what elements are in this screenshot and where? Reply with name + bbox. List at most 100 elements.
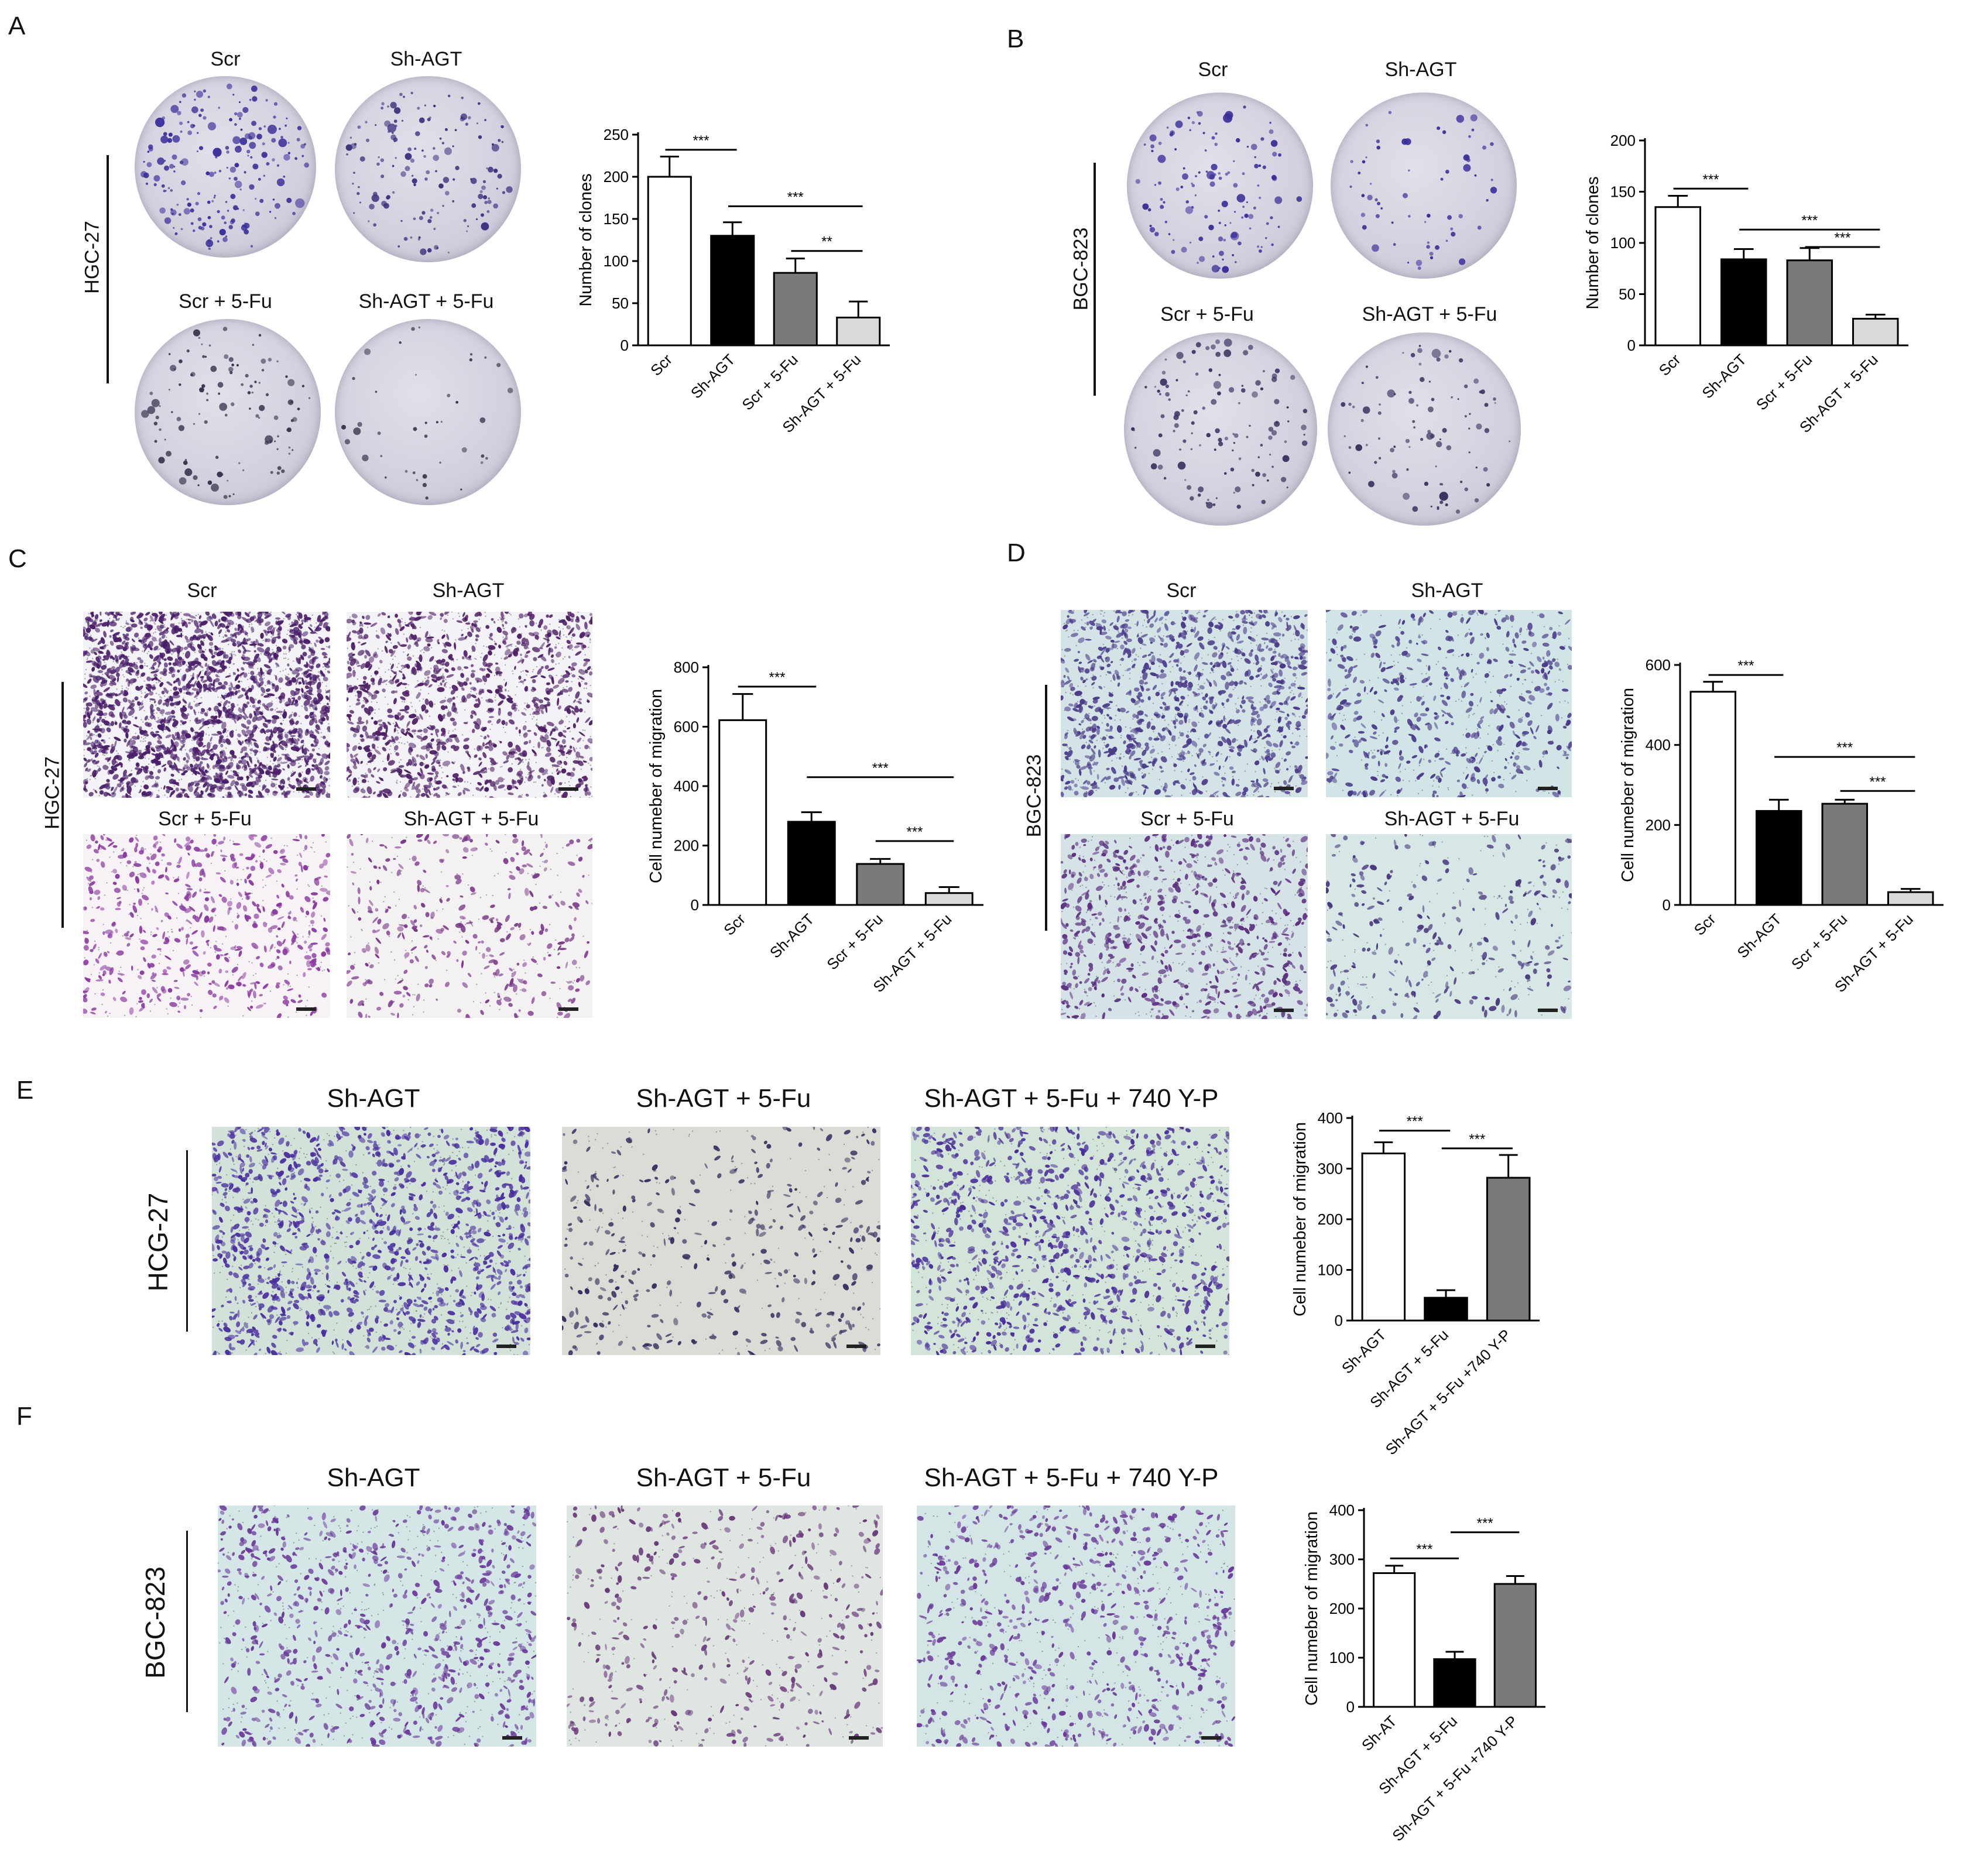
migration-image-c-scr	[83, 612, 330, 798]
y-axis-label: Cell numeber of migration	[647, 689, 666, 883]
scale-bar	[1195, 1345, 1215, 1348]
bar	[787, 821, 836, 906]
bar	[1493, 1583, 1537, 1708]
x-tick-label: Scr + 5-Fu	[1753, 351, 1816, 414]
x-tick-label: Scr + 5-Fu	[823, 910, 886, 973]
panel-e-cond-2: Sh-AGT + 5-Fu	[636, 1084, 811, 1113]
migration-image-f-shagt-5fu-740yp	[917, 1506, 1235, 1747]
y-axis-label: Cell numeber of migration	[1303, 1511, 1321, 1706]
migration-image-f-shagt	[218, 1506, 536, 1747]
scale-bar	[849, 1736, 869, 1740]
x-tick-label: Scr	[647, 351, 676, 379]
x-tick-label: Scr	[1691, 910, 1719, 939]
panel-a-cond-3: Scr + 5-Fu	[179, 290, 272, 313]
cell-texture	[83, 612, 330, 798]
colony-dish-b-shagt	[1331, 92, 1517, 279]
bar	[924, 892, 974, 906]
panel-c-cond-3: Scr + 5-Fu	[158, 808, 252, 830]
panel-b-label: B	[1007, 25, 1024, 53]
cell-texture	[218, 1506, 536, 1747]
cell-texture	[1061, 610, 1308, 797]
significance-label: ***	[693, 133, 709, 149]
colony-dish-b-scr-5fu	[1124, 332, 1317, 526]
y-tick-label: 400	[674, 777, 699, 795]
bar	[1821, 803, 1868, 906]
cell-texture	[347, 612, 592, 798]
y-tick-label: 50	[612, 294, 629, 312]
bar	[1433, 1658, 1476, 1708]
y-tick-label: 100	[1610, 234, 1636, 252]
y-axis-label: Number of clones	[1583, 176, 1602, 309]
y-tick-label: 0	[1627, 337, 1636, 354]
panel-a-cond-4: Sh-AGT + 5-Fu	[358, 290, 494, 313]
x-tick-label: Scr	[1655, 351, 1684, 379]
bar	[1756, 810, 1802, 906]
scale-bar	[846, 1345, 866, 1348]
panel-d-row-bracket	[1045, 685, 1047, 931]
scale-bar	[1538, 787, 1558, 790]
scale-bar	[1538, 1009, 1558, 1012]
scale-bar	[502, 1736, 522, 1740]
panel-d-label: D	[1007, 539, 1026, 567]
y-tick-label: 300	[1318, 1160, 1343, 1178]
bar	[718, 719, 767, 906]
panel-d-cond-2: Sh-AGT	[1411, 579, 1483, 602]
scale-bar	[558, 787, 578, 791]
colony-texture	[1131, 338, 1308, 509]
y-tick-label: 300	[1329, 1551, 1355, 1568]
panel-a-cell-line: HGC-27	[81, 221, 104, 294]
x-tick-label: Sh-AGT	[1733, 910, 1785, 962]
cell-texture	[917, 1506, 1235, 1747]
scale-bar	[1201, 1736, 1221, 1740]
significance-label: ***	[769, 670, 785, 685]
cell-texture	[1061, 834, 1308, 1019]
colony-dish-a-shagt	[335, 76, 521, 262]
scale-bar	[558, 1007, 578, 1011]
colony-texture	[141, 327, 311, 499]
bar	[1424, 1297, 1468, 1322]
scale-bar	[1274, 787, 1294, 790]
y-tick-label: 400	[1646, 736, 1671, 754]
panel-e-cond-1: Sh-AGT	[327, 1084, 420, 1113]
y-tick-label: 250	[604, 126, 629, 143]
panel-b-cond-1: Scr	[1198, 59, 1228, 81]
x-tick-label: Sh-AGT	[687, 351, 739, 402]
y-axis-label: Cell numeber of migration	[1291, 1122, 1310, 1316]
y-tick-label: 400	[1318, 1109, 1343, 1127]
panel-a-cond-1: Scr	[210, 48, 241, 70]
y-tick-label: 0	[1663, 896, 1671, 914]
y-tick-label: 150	[1610, 183, 1636, 201]
significance-label: ***	[872, 760, 889, 776]
significance-label: ***	[1834, 230, 1850, 246]
panel-f-cond-1: Sh-AGT	[327, 1463, 420, 1492]
chart-a: 0 50 100 150 200 250 Number of clones Scr Sh-AGT…	[577, 126, 890, 436]
cell-texture	[1326, 610, 1572, 797]
panel-b-row-bracket	[1094, 163, 1096, 396]
y-tick-label: 400	[1329, 1501, 1355, 1519]
cell-texture	[911, 1127, 1229, 1355]
bar	[1887, 891, 1934, 906]
y-tick-label: 200	[1329, 1600, 1355, 1617]
scale-bar	[296, 1007, 316, 1011]
panel-f-label: F	[16, 1402, 32, 1431]
migration-image-d-scr	[1061, 610, 1308, 797]
migration-image-d-shagt-5fu	[1326, 834, 1572, 1019]
colony-dish-a-shagt-5fu	[335, 319, 521, 505]
migration-image-c-shagt-5fu	[347, 834, 592, 1018]
bar	[1786, 259, 1833, 347]
significance-label: ***	[1836, 740, 1853, 756]
panel-b-cond-2: Sh-AGT	[1384, 59, 1457, 81]
bar	[856, 863, 905, 906]
panel-c-cond-4: Sh-AGT + 5-Fu	[403, 808, 539, 830]
bar	[647, 176, 692, 347]
cell-texture	[562, 1127, 880, 1355]
x-tick-label: Sh-AGT	[1338, 1326, 1390, 1377]
panel-b-cell-line: BGC-823	[1070, 227, 1092, 311]
y-tick-label: 50	[1619, 286, 1636, 303]
colony-texture	[1349, 111, 1497, 270]
panel-c-row-bracket	[61, 682, 64, 928]
migration-image-f-shagt-5fu	[567, 1506, 883, 1747]
colony-dish-a-scr	[135, 76, 316, 258]
panel-d-cond-3: Scr + 5-Fu	[1140, 808, 1234, 830]
migration-image-e-shagt-5fu-740yp	[911, 1127, 1229, 1355]
